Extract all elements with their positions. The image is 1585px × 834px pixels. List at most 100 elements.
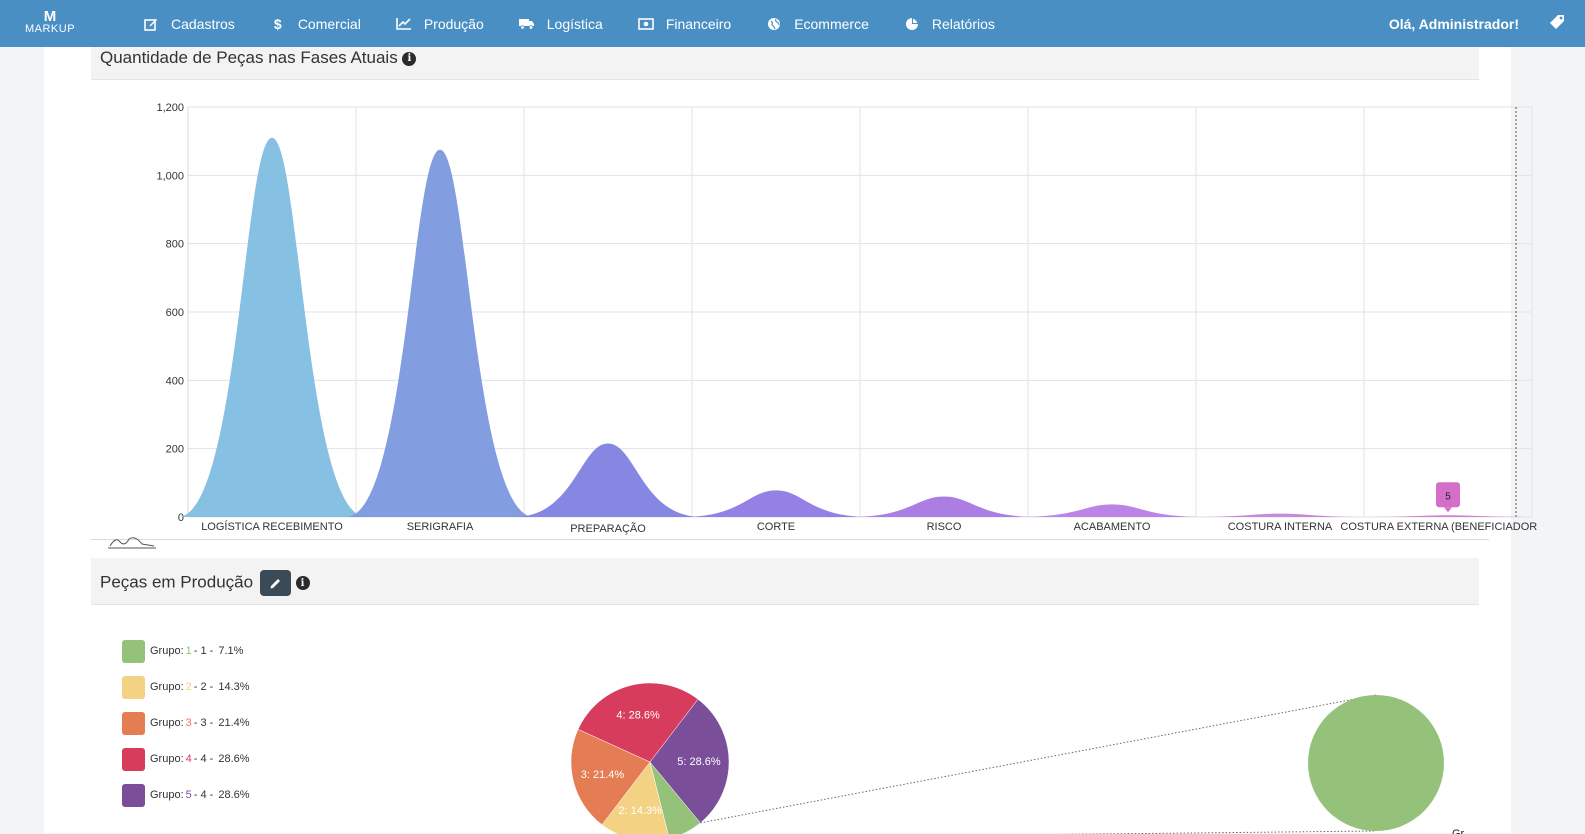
area-mark-4[interactable] <box>682 490 870 517</box>
globe-icon <box>765 16 783 32</box>
menu-label: Financeiro <box>665 15 732 32</box>
production-panel-title-wrap: Peças em Produção i <box>100 570 310 596</box>
pie-slice-2[interactable] <box>601 761 669 834</box>
phases-panel-title-wrap: Quantidade de Peças nas Fases Atuais i <box>100 48 417 68</box>
legend-label: - 4 - <box>193 789 214 801</box>
legend-swatch <box>122 675 145 699</box>
detail-circle-group-1[interactable] <box>1308 695 1444 831</box>
x-tick-label: ACABAMENTO <box>1074 521 1151 533</box>
menu-item-relatorios[interactable]: Relatórios <box>903 16 995 32</box>
menu-item-cadastros[interactable]: Cadastros <box>142 16 235 32</box>
legend-label: - 2 - <box>193 681 214 693</box>
area-mark-1[interactable] <box>178 137 366 517</box>
chart-panel-divider <box>91 539 1489 540</box>
x-tick-label: COSTURA EXTERNA (BENEFICIADORES) <box>1340 521 1555 533</box>
mini-chart-icon[interactable] <box>108 534 156 550</box>
legend-percent: 28.6% <box>218 789 250 801</box>
y-tick-label: 800 <box>166 239 184 251</box>
legend-percent: 7.1% <box>218 645 244 657</box>
legend-item-4[interactable]: Grupo: 4- 4 - 28.6% <box>122 741 250 777</box>
pie-slice-5[interactable] <box>649 698 730 824</box>
markup-logo[interactable]: M MARKUP <box>18 8 82 35</box>
tag-icon[interactable] <box>1549 14 1565 35</box>
menu-item-ecommerce[interactable]: Ecommerce <box>765 16 869 32</box>
money-icon <box>637 16 655 32</box>
user-greeting[interactable]: Olá, Administrador! <box>1388 16 1519 32</box>
pie-slice-4[interactable] <box>577 682 699 763</box>
legend-label: - 4 - <box>193 753 214 765</box>
detail-connector <box>700 694 1377 824</box>
truck-icon <box>518 16 536 32</box>
menu-label: Cadastros <box>171 15 235 32</box>
legend-prefix: Grupo: <box>150 645 184 657</box>
legend-item-1[interactable]: Grupo: 1- 1 - 7.1% <box>122 633 250 669</box>
detail-connector <box>1052 830 1377 834</box>
legend-percent: 28.6% <box>218 753 250 765</box>
legend-swatch <box>122 639 145 663</box>
legend-group-id: 5 <box>185 789 192 801</box>
legend-label: - 1 - <box>193 645 214 657</box>
area-mark-6[interactable] <box>1018 504 1206 517</box>
legend-swatch <box>122 783 145 807</box>
pie-slice-label: 4: 28.6% <box>616 709 660 721</box>
area-mark-5[interactable] <box>850 496 1038 518</box>
legend-prefix: Grupo: <box>150 789 184 801</box>
legend-group-id: 3 <box>185 717 192 729</box>
edit-icon <box>142 16 160 32</box>
group-legend: Grupo: 1- 1 -7.1% Grupo: 2- 2 -14.3% Grupo: 3… <box>122 633 250 813</box>
info-icon[interactable]: i <box>402 51 417 66</box>
y-tick-label: 1,200 <box>156 102 184 114</box>
y-tick-label: 600 <box>166 307 184 319</box>
value-tooltip: 5 <box>1436 482 1460 513</box>
y-tick-label: 1,000 <box>156 170 184 182</box>
x-tick-label: COSTURA INTERNA <box>1228 521 1333 533</box>
production-pie-chart: 1: 7.1%2: 14.3%3: 21.4%4: 28.6%5: 28.6%G… <box>570 682 1465 834</box>
legend-item-5[interactable]: Grupo: 5- 4 - 28.6% <box>122 777 250 813</box>
top-navbar: M MARKUP Cadastros $ Comercial Produção … <box>0 0 1585 47</box>
pie-slice-label: 2: 14.3% <box>618 805 662 817</box>
menu-label: Produção <box>423 15 484 32</box>
y-tick-label: 200 <box>166 444 184 456</box>
pie-slice-label: 5: 28.6% <box>677 756 721 768</box>
tooltip-value: 5 <box>1445 491 1451 502</box>
legend-prefix: Grupo: <box>150 753 184 765</box>
legend-item-3[interactable]: Grupo: 3- 3 - 21.4% <box>122 705 250 741</box>
menu-item-producao[interactable]: Produção <box>395 16 484 32</box>
info-icon[interactable]: i <box>295 576 310 590</box>
menu-label: Relatórios <box>931 15 995 32</box>
x-tick-label: SERIGRAFIA <box>407 521 474 533</box>
x-tick-label: PREPARAÇÃO <box>570 522 646 535</box>
area-mark-8[interactable] <box>1354 515 1542 517</box>
menu-label: Comercial <box>297 15 361 32</box>
menu-item-logistica[interactable]: Logística <box>518 16 603 32</box>
legend-percent: 14.3% <box>218 681 250 693</box>
logo-mark: M <box>43 8 57 25</box>
dollar-icon: $ <box>273 15 282 32</box>
legend-label: - 3 - <box>193 717 214 729</box>
legend-prefix: Grupo: <box>150 681 184 693</box>
menu-item-comercial[interactable]: $ Comercial <box>269 16 361 32</box>
pencil-icon <box>270 578 280 588</box>
phases-panel-header: Quantidade de Peças nas Fases Atuais i <box>91 47 1479 80</box>
legend-group-id: 2 <box>185 681 192 693</box>
production-panel-header: Peças em Produção i <box>91 558 1479 605</box>
menu-label: Ecommerce <box>794 15 869 32</box>
legend-group-id: 4 <box>185 753 192 765</box>
phases-area-chart: 0 200 400 600 800 1,000 1,200 LOGÍSTICA RECEBIM… <box>156 102 1542 535</box>
main-menu: Cadastros $ Comercial Produção Logística… <box>142 0 1029 47</box>
x-tick-label: CORTE <box>757 521 795 533</box>
dashboard-content: Quantidade de Peças nas Fases Atuais i 0… <box>44 47 1542 834</box>
phases-panel-title: Quantidade de Peças nas Fases Atuais <box>100 48 398 67</box>
area-mark-2[interactable] <box>346 149 534 518</box>
legend-swatch <box>122 747 145 771</box>
legend-item-2[interactable]: Grupo: 2- 2 - 14.3% <box>122 669 250 705</box>
logo-text: MARKUP <box>24 23 76 35</box>
x-tick-label: RISCO <box>927 521 962 533</box>
detail-label: Gr <box>1452 828 1465 834</box>
menu-item-financeiro[interactable]: Financeiro <box>637 16 731 32</box>
edit-button[interactable] <box>259 570 291 596</box>
area-mark-7[interactable] <box>1186 513 1374 517</box>
area-mark-3[interactable] <box>514 443 702 517</box>
line-chart-icon <box>395 16 413 32</box>
legend-prefix: Grupo: <box>150 717 184 729</box>
